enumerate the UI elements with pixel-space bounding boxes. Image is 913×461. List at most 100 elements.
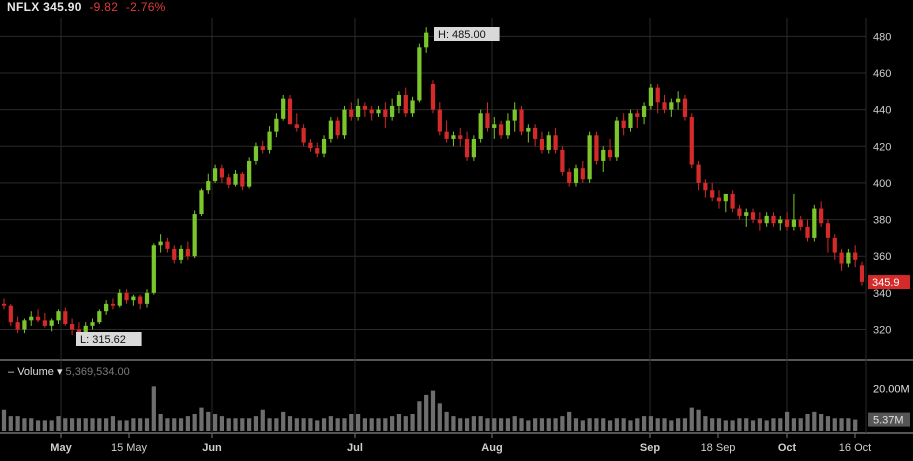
volume-bar — [151, 386, 156, 431]
volume-bar — [69, 418, 75, 431]
collapse-icon[interactable]: – — [8, 366, 15, 378]
volume-bar — [35, 420, 41, 431]
candle-body — [519, 109, 524, 132]
volume-bar — [601, 418, 606, 431]
candle-body — [682, 98, 688, 117]
volume-bar — [819, 414, 824, 431]
y-tick-label: 340 — [873, 288, 891, 300]
volume-bar — [784, 411, 790, 431]
candle-body — [192, 214, 197, 257]
candle-body — [226, 177, 231, 185]
volume-tick-label: 5.37M — [873, 415, 904, 427]
candle-body — [853, 252, 858, 260]
last-price-badge — [868, 275, 910, 290]
candle-body — [83, 325, 88, 334]
volume-bar — [97, 418, 102, 431]
candle-body — [689, 116, 694, 165]
volume-bar — [144, 418, 150, 431]
candle-body — [240, 173, 245, 187]
volume-bar — [219, 416, 225, 431]
volume-bar — [192, 414, 197, 431]
volume-header[interactable]: – Volume ▾ 5,369,534.00 — [8, 365, 130, 378]
volume-value: 5,369,534.00 — [65, 366, 130, 378]
candle-body — [144, 292, 150, 304]
volume-bar — [294, 418, 299, 431]
candle-body — [206, 181, 211, 191]
candle-body — [233, 173, 238, 185]
volume-bar — [492, 418, 497, 431]
candle-body — [417, 47, 422, 101]
volume-bar — [240, 418, 245, 431]
candle-body — [676, 98, 681, 103]
volume-bar — [342, 418, 347, 431]
volume-bar — [42, 420, 47, 431]
y-tick-label: 400 — [873, 178, 891, 190]
candle-body — [410, 100, 415, 114]
volume-bar — [376, 418, 381, 431]
volume-bar — [853, 419, 858, 431]
candle-body — [784, 219, 790, 227]
y-tick-label: 360 — [873, 251, 891, 263]
candle-body — [546, 135, 551, 150]
volume-bar — [614, 418, 619, 431]
candle-body — [764, 215, 769, 224]
candle-body — [362, 105, 368, 110]
candle-body — [812, 208, 817, 238]
candle-body — [696, 164, 701, 183]
volume-bar — [158, 414, 163, 431]
volume-bar — [798, 418, 803, 431]
candle-body — [104, 303, 109, 312]
volume-bar — [253, 416, 259, 431]
candle-body — [526, 127, 531, 132]
candle-body — [832, 237, 837, 253]
volume-bar — [730, 420, 735, 431]
volume-bar — [628, 420, 633, 431]
volume-bar — [648, 416, 654, 431]
candle-body — [464, 138, 470, 158]
volume-bar — [1, 409, 7, 431]
candle-body — [601, 149, 606, 161]
x-tick-label: 16 Oct — [839, 442, 871, 454]
candle-body — [151, 245, 156, 293]
candle-body — [825, 223, 831, 238]
volume-bar — [355, 414, 361, 431]
volume-bar — [832, 418, 837, 431]
candle-body — [260, 146, 265, 150]
volume-bar — [498, 418, 504, 431]
candle-body — [471, 138, 476, 158]
volume-bar — [587, 418, 592, 431]
y-tick-label: 480 — [873, 31, 891, 43]
candle-body — [614, 120, 619, 158]
volume-bar — [750, 420, 756, 431]
volume-bar — [308, 418, 313, 431]
candle-body — [390, 105, 395, 117]
candle-body — [594, 135, 599, 161]
x-tick-label: 15 May — [111, 442, 148, 454]
candle-body — [165, 241, 170, 249]
volume-bar — [771, 418, 776, 431]
candle-body — [805, 226, 810, 238]
candle-body — [383, 109, 388, 117]
volume-bar — [539, 418, 545, 431]
candle-body — [621, 120, 626, 128]
volume-bar — [567, 411, 572, 431]
candle-body — [737, 208, 742, 216]
chart-grid — [0, 18, 913, 438]
ticker-header: NFLX 345.90 -9.82 -2.76% — [7, 0, 166, 14]
candle-body — [76, 329, 82, 334]
candle-body — [349, 109, 354, 117]
volume-bar — [369, 418, 374, 431]
candle-body — [281, 98, 286, 119]
candle-body — [478, 113, 483, 139]
candle-body — [335, 120, 340, 136]
candle-body — [567, 171, 572, 183]
dropdown-icon[interactable]: ▾ — [56, 366, 63, 378]
volume-bar — [15, 416, 20, 431]
volume-bar — [321, 418, 327, 431]
candle-body — [648, 87, 654, 106]
volume-bar — [478, 416, 483, 431]
y-tick-label: 440 — [873, 105, 891, 117]
candle-body — [172, 248, 177, 260]
volume-bar — [689, 407, 694, 431]
volume-bar — [49, 420, 54, 431]
